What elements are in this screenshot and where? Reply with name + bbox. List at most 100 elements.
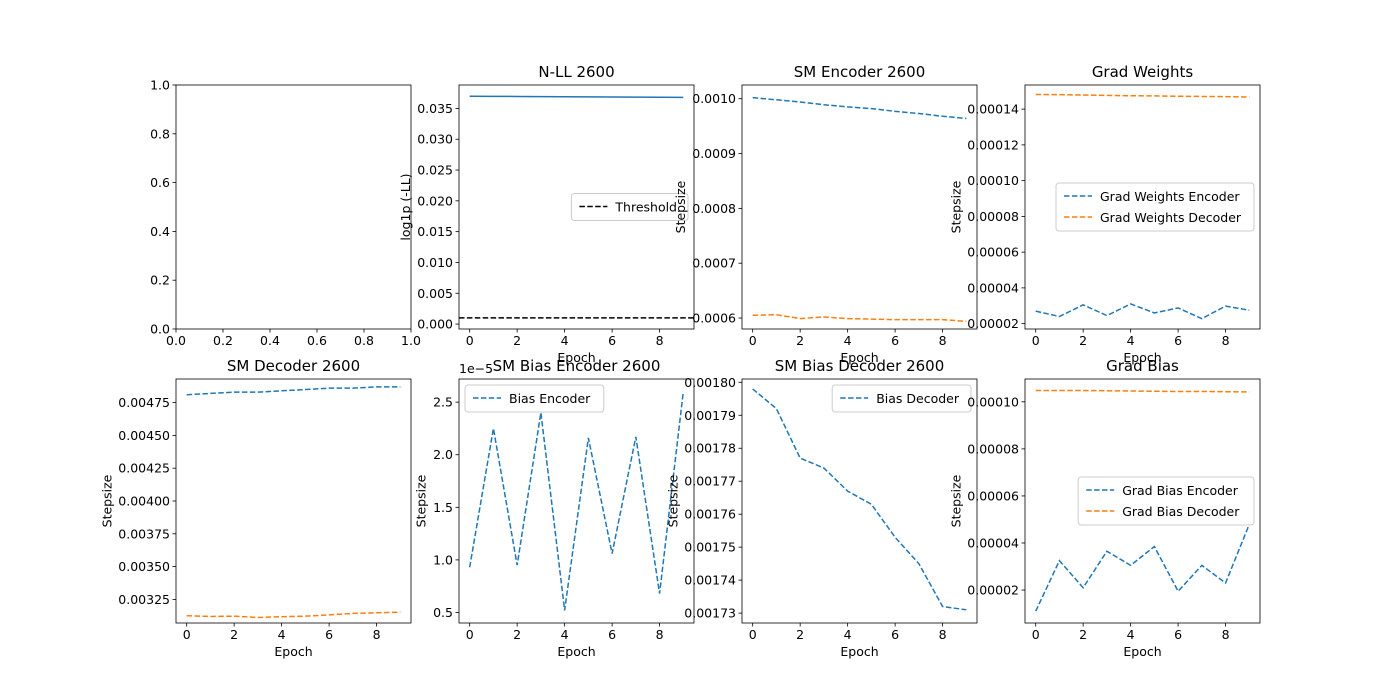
subplot-title: SM Bias Decoder 2600 (775, 357, 945, 375)
series-group (752, 388, 967, 611)
y-tick-label: 1.5 (433, 500, 453, 515)
axes-frame (458, 378, 695, 624)
series-line-2 (752, 313, 967, 323)
subplot-5: 0 2 4 6 8 0.00325 0.00350 0.00375 0.00400 0.00425… (99, 357, 412, 659)
y-tick-label: 0.00375 (118, 526, 170, 541)
y-tick-label: 0.000 (417, 317, 453, 332)
y-tick-label: 0.0 (150, 322, 170, 337)
y-tick-label: 0.00002 (967, 316, 1019, 331)
y-tick-label: 0.020 (417, 193, 453, 208)
x-tick-label: 8 (1222, 333, 1230, 348)
y-offset-label: 1e−5 (459, 361, 493, 376)
y-tick-label: 0.00002 (967, 583, 1019, 598)
x-tick-label: 6 (325, 627, 333, 642)
y-tick-label: 0.0006 (692, 311, 736, 326)
x-tick-label: 0.8 (354, 333, 374, 348)
x-tick-label: 0 (1032, 627, 1040, 642)
series-group (459, 95, 694, 319)
subplot-7: 0 2 4 6 8 0.00173 0.00174 0.00175 0.00176 0.00177… (665, 357, 978, 659)
y-tick-label: 0.2 (150, 273, 170, 288)
axes-frame (458, 84, 695, 330)
legend-label: Grad Bias Encoder (1122, 483, 1239, 498)
x-tick-label: 4 (278, 627, 286, 642)
y-axis-label: Stepsize (99, 474, 114, 527)
y-tick-label: 0.0007 (692, 256, 736, 271)
x-tick-label: 8 (656, 333, 664, 348)
subplot-6: 0 2 4 6 8 0.5 1.0 1.5 2.0 2.5 SM Bias Encoder 2600… (414, 357, 695, 659)
x-tick-label: 4 (561, 333, 569, 348)
y-tick-label: 0.8 (150, 126, 170, 141)
y-tick-label: 0.00010 (967, 394, 1019, 409)
y-tick-label: 2.5 (433, 395, 453, 410)
y-axis-label: Stepsize (948, 474, 963, 527)
legend-box (831, 384, 972, 413)
x-tick-label: 2 (513, 333, 521, 348)
series-line-2 (1035, 389, 1250, 393)
legend: Threshold (570, 193, 689, 221)
subplot-title: Grad Weights (1092, 63, 1194, 81)
y-axis-label: Stepsize (948, 180, 963, 233)
legend-box (1077, 476, 1255, 526)
y-tick-label: 0.6 (150, 175, 170, 190)
y-tick-label: 0.00008 (967, 441, 1019, 456)
x-axis-label: Epoch (1123, 350, 1161, 365)
x-tick-label: 6 (891, 627, 899, 642)
y-tick-label: 1.0 (433, 552, 453, 567)
x-tick-label: 0.6 (307, 333, 327, 348)
y-tick-label: 0.00014 (967, 102, 1019, 117)
y-axis-label: Stepsize (414, 474, 429, 527)
subplot-title: Grad Bias (1106, 357, 1179, 375)
y-tick-label: 0.00350 (118, 559, 170, 574)
y-axis-label: Stepsize (673, 180, 688, 233)
y-tick-label: 0.0008 (692, 201, 736, 216)
x-tick-label: 8 (939, 627, 947, 642)
series-group (468, 391, 685, 611)
y-tick-label: 0.015 (417, 224, 453, 239)
y-tick-label: 0.00008 (967, 209, 1019, 224)
y-tick-label: 0.00006 (967, 488, 1019, 503)
x-axis-label: Epoch (1123, 644, 1161, 659)
subplot-title: N-LL 2600 (538, 63, 614, 81)
x-tick-label: 2 (230, 627, 238, 642)
y-tick-label: 0.00173 (684, 606, 736, 621)
legend: Grad Weights Encoder Grad Weights Decoder (1055, 182, 1255, 232)
y-tick-label: 0.00004 (967, 536, 1019, 551)
x-axis-label: Epoch (840, 350, 878, 365)
y-tick-label: 0.0009 (692, 146, 736, 161)
y-tick-label: 0.00178 (684, 441, 736, 456)
plot-area (176, 379, 411, 623)
series-line-1 (752, 388, 967, 611)
y-tick-label: 0.00004 (967, 280, 1019, 295)
y-tick-label: 0.00450 (118, 428, 170, 443)
x-tick-label: 4 (561, 627, 569, 642)
x-tick-label: 6 (1174, 627, 1182, 642)
y-axis-label: Stepsize (665, 474, 680, 527)
axes-frame (175, 84, 412, 330)
x-tick-label: 1.0 (401, 333, 421, 348)
subplot-title: SM Decoder 2600 (227, 357, 360, 375)
y-tick-label: 0.00012 (967, 137, 1019, 152)
y-tick-label: 0.005 (417, 286, 453, 301)
x-tick-label: 2 (1079, 333, 1087, 348)
series-line-2 (186, 611, 401, 619)
x-tick-label: 4 (844, 333, 852, 348)
x-tick-label: 6 (1174, 333, 1182, 348)
legend: Grad Bias Encoder Grad Bias Decoder (1077, 476, 1255, 526)
y-tick-label: 1.0 (150, 78, 170, 93)
x-tick-label: 0 (183, 627, 191, 642)
x-tick-label: 2 (796, 627, 804, 642)
series-group (1035, 389, 1251, 612)
legend: Bias Encoder (464, 384, 605, 413)
y-tick-label: 0.00177 (684, 474, 736, 489)
x-tick-label: 8 (373, 627, 381, 642)
legend-box (464, 384, 605, 413)
plot-area (742, 85, 977, 329)
axes-frame (741, 84, 978, 330)
y-tick-label: 0.010 (417, 255, 453, 270)
x-tick-label: 0.2 (213, 333, 233, 348)
legend-box (1055, 182, 1255, 232)
legend-box (570, 193, 689, 221)
legend-label: Grad Bias Decoder (1122, 504, 1240, 519)
y-tick-label: 0.00006 (967, 245, 1019, 260)
